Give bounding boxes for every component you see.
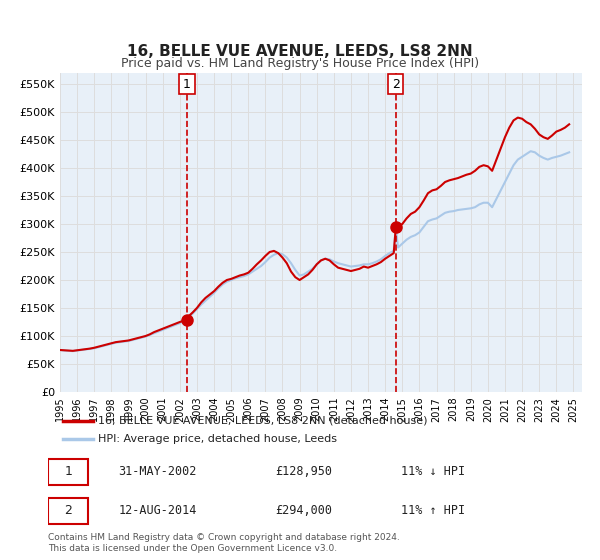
Text: 31-MAY-2002: 31-MAY-2002 [119, 465, 197, 478]
Text: 16, BELLE VUE AVENUE, LEEDS, LS8 2NN (detached house): 16, BELLE VUE AVENUE, LEEDS, LS8 2NN (de… [98, 416, 428, 426]
Text: 1: 1 [64, 465, 72, 478]
Text: £294,000: £294,000 [275, 505, 332, 517]
Text: 2: 2 [64, 505, 72, 517]
Text: 16, BELLE VUE AVENUE, LEEDS, LS8 2NN: 16, BELLE VUE AVENUE, LEEDS, LS8 2NN [127, 44, 473, 59]
Text: 1: 1 [183, 77, 191, 91]
FancyBboxPatch shape [48, 498, 88, 524]
Text: 2: 2 [392, 77, 400, 91]
FancyBboxPatch shape [48, 459, 88, 485]
Text: £128,950: £128,950 [275, 465, 332, 478]
Text: Contains HM Land Registry data © Crown copyright and database right 2024.: Contains HM Land Registry data © Crown c… [48, 533, 400, 542]
Text: HPI: Average price, detached house, Leeds: HPI: Average price, detached house, Leed… [98, 434, 337, 444]
Text: 12-AUG-2014: 12-AUG-2014 [119, 505, 197, 517]
Text: This data is licensed under the Open Government Licence v3.0.: This data is licensed under the Open Gov… [48, 544, 337, 553]
Text: 11% ↑ HPI: 11% ↑ HPI [401, 505, 465, 517]
Text: 11% ↓ HPI: 11% ↓ HPI [401, 465, 465, 478]
Text: Price paid vs. HM Land Registry's House Price Index (HPI): Price paid vs. HM Land Registry's House … [121, 57, 479, 70]
